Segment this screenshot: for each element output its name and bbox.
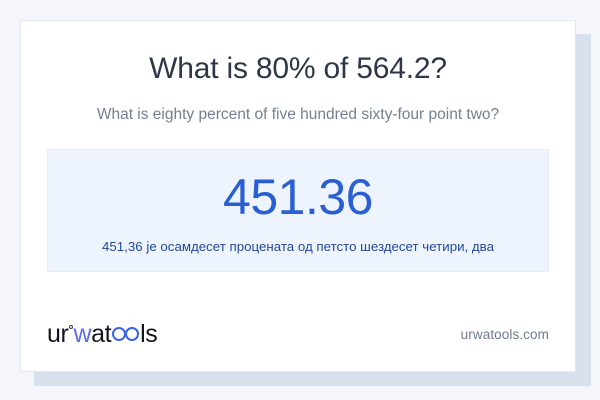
logo-text-part-1: ur [47, 319, 69, 348]
logo-text-part-3: at [91, 319, 112, 348]
result-value: 451.36 [223, 169, 373, 226]
logo-eye-left-icon [112, 326, 127, 341]
superscript-circle-icon [68, 324, 73, 329]
logo-eye-right-icon [125, 326, 140, 341]
urwatools-logo[interactable]: ur w at ls [47, 319, 158, 348]
result-card: What is 80% of 564.2? What is eighty per… [20, 20, 576, 372]
card-body: What is 80% of 564.2? What is eighty per… [21, 21, 575, 297]
card-footer: ur w at ls urwatools.com [21, 297, 575, 371]
result-caption-localized: 451,36 је осамдесет процената од петсто … [102, 239, 494, 255]
result-panel: 451.36 451,36 је осамдесет процената од … [47, 149, 549, 273]
logo-text-part-4: ls [140, 319, 158, 348]
logo-text-part-2: w [73, 319, 92, 348]
footer-domain-label: urwatools.com [460, 326, 549, 342]
page-title: What is 80% of 564.2? [149, 52, 447, 85]
page-subtitle: What is eighty percent of five hundred s… [96, 106, 500, 123]
logo-glasses-icon [112, 326, 140, 341]
